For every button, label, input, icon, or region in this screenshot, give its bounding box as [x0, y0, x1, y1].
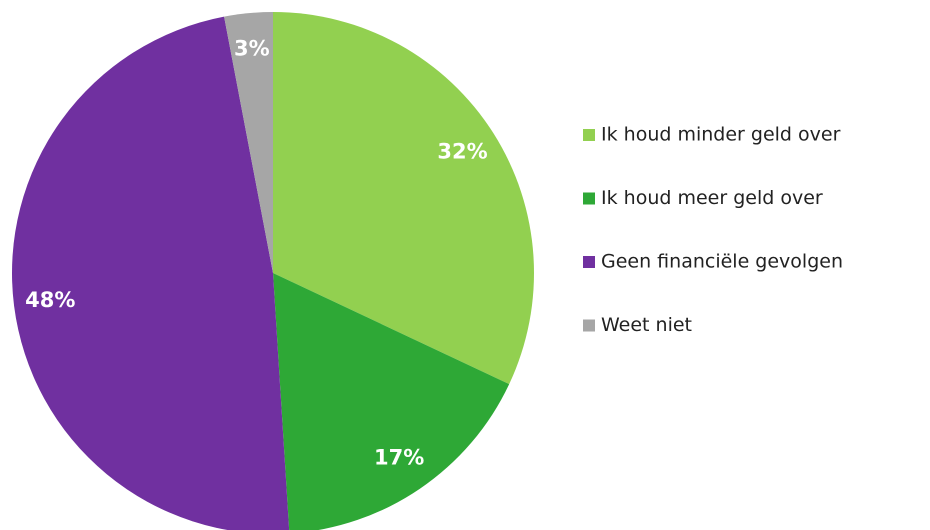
legend-swatch [583, 129, 595, 141]
legend-swatch [583, 256, 595, 268]
pie-slice [273, 12, 534, 385]
legend-swatch [583, 319, 595, 332]
legend-swatch [583, 192, 595, 205]
legend-label: Geen financiële gevolgen [601, 251, 843, 273]
legend-label: Weet niet [601, 314, 692, 336]
legend-label: Ik houd meer geld over [601, 187, 823, 209]
data-label: 48% [25, 288, 75, 312]
legend-label: Ik houd minder geld over [601, 124, 841, 146]
data-label: 3% [234, 37, 270, 61]
pie-slice [11, 16, 290, 530]
data-label: 32% [437, 140, 487, 164]
data-label: 17% [374, 446, 424, 470]
pie-slice [224, 12, 273, 273]
pie-slice [273, 273, 510, 530]
